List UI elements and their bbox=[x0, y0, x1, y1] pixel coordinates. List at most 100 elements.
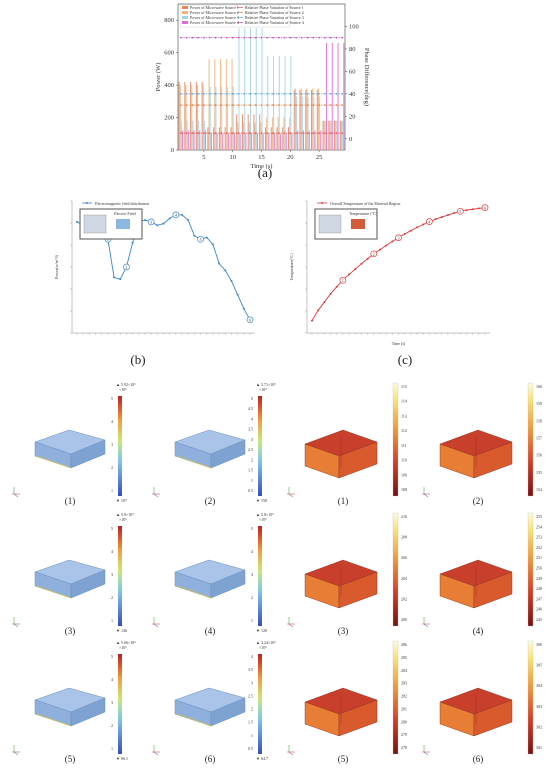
data-point bbox=[323, 301, 326, 304]
em-field-block bbox=[34, 559, 106, 599]
phase-point bbox=[266, 104, 269, 106]
bar-source4 bbox=[320, 130, 322, 150]
block-right bbox=[338, 441, 378, 479]
bar-source4 bbox=[205, 130, 207, 150]
x-tick-label: 15 bbox=[258, 154, 265, 161]
data-point bbox=[236, 293, 239, 296]
marker-label: 4 bbox=[175, 213, 177, 218]
bar-source3 bbox=[180, 120, 182, 150]
phase-point bbox=[203, 104, 205, 106]
y-axis-label: Power (W) bbox=[155, 63, 162, 92]
bar-source2 bbox=[289, 117, 291, 150]
colorbar-tick: 1.5 bbox=[248, 720, 253, 725]
colorbar-tick: 282 bbox=[401, 694, 407, 699]
phase-point bbox=[301, 132, 303, 134]
legend-entry: Overall Temperature of the Material Regi… bbox=[330, 201, 400, 206]
phase-point bbox=[231, 36, 234, 39]
inset-model-image bbox=[318, 214, 342, 234]
data-point bbox=[181, 213, 184, 216]
phase-point bbox=[324, 104, 326, 106]
bar-source4 bbox=[343, 42, 345, 150]
bar-source3 bbox=[226, 86, 228, 150]
phase-point bbox=[260, 93, 263, 95]
bar-source2 bbox=[243, 122, 245, 150]
legend-swatch bbox=[182, 6, 188, 9]
colorbar-tick: 286 bbox=[401, 642, 407, 647]
block-right bbox=[210, 697, 246, 727]
plot-svg: ▲ 5.92×10⁵×10⁵ ▼ 107 5 4 3 2 1 bbox=[12, 382, 136, 503]
colorbar-tick: 2 bbox=[111, 465, 113, 470]
phase-point bbox=[191, 93, 194, 95]
em-plot-3: ▲ 5.9×10⁵ ×10⁵ ▼ 146 5 4 3 2 1 (3) bbox=[0, 508, 140, 636]
colorbar-min: ▼ 107 bbox=[116, 498, 127, 503]
colorbar bbox=[527, 512, 534, 627]
colorbar-tick: 5 bbox=[111, 396, 113, 401]
phase-point bbox=[272, 104, 274, 106]
colorbar-tick: 5 bbox=[251, 526, 253, 531]
phase-point bbox=[203, 132, 205, 134]
marker-label: 1 bbox=[107, 237, 109, 242]
colorbar-tick: 3 bbox=[111, 700, 113, 705]
colorbar-tick: 2 bbox=[251, 595, 253, 600]
em-field-block bbox=[174, 687, 246, 727]
x-tick-label: 10 bbox=[229, 154, 236, 161]
block-right bbox=[338, 699, 378, 737]
bar-source3 bbox=[296, 96, 298, 150]
colorbar bbox=[392, 640, 399, 755]
sub-panel-label: (4) bbox=[472, 626, 484, 636]
plot-svg: 306 305 304 303 302 301 bbox=[422, 640, 542, 756]
block-right bbox=[70, 569, 106, 599]
panel-label-c: (c) bbox=[397, 352, 413, 367]
axis-z-icon bbox=[153, 623, 159, 628]
bar-source2 bbox=[214, 59, 216, 150]
colorbar-tick: 200 bbox=[401, 617, 407, 622]
phase-point bbox=[272, 36, 274, 39]
phase-point bbox=[335, 104, 338, 106]
phase-point bbox=[220, 132, 222, 134]
colorbar-exponent: ×10⁵ bbox=[119, 517, 127, 522]
y2-tick-label: 80 bbox=[349, 46, 356, 53]
colorbar-tick: 204 bbox=[401, 576, 407, 581]
bar-source4 bbox=[308, 130, 310, 150]
colorbar-tick: 154 bbox=[536, 487, 542, 492]
data-point bbox=[119, 278, 122, 281]
bar-source3 bbox=[342, 120, 344, 150]
bar-source2 bbox=[260, 122, 262, 150]
axis-z-icon bbox=[288, 751, 294, 756]
bar-source1 bbox=[334, 120, 336, 150]
colorbar-tick: 5 bbox=[251, 396, 253, 401]
block-right bbox=[473, 441, 513, 479]
marker-circle bbox=[197, 235, 204, 243]
sub-panel-label: (1) bbox=[337, 496, 349, 506]
colorbar-tick: 0.5 bbox=[248, 746, 253, 751]
phase-point bbox=[312, 93, 315, 95]
sub-panel-label: (3) bbox=[337, 626, 349, 636]
phase-point bbox=[243, 36, 246, 39]
colorbar-tick: 114 bbox=[401, 399, 407, 404]
colorbar-tick: 303 bbox=[536, 704, 542, 709]
colorbar-max: ▲ 5.71×10⁵ bbox=[256, 382, 276, 387]
bar-source1 bbox=[241, 114, 243, 150]
y-tick-label: 800 bbox=[164, 17, 174, 24]
phase-point bbox=[197, 36, 199, 39]
colorbar-tick: 3 bbox=[251, 437, 253, 442]
block-edge bbox=[176, 585, 212, 599]
data-point bbox=[335, 285, 338, 288]
bar-source2 bbox=[329, 120, 331, 150]
bar-source2 bbox=[312, 88, 314, 150]
marker-label: 5 bbox=[459, 209, 461, 214]
bar-source3 bbox=[301, 96, 303, 150]
colorbar-tick: 247 bbox=[536, 596, 542, 601]
phase-point bbox=[301, 93, 303, 95]
phase-point bbox=[289, 93, 292, 95]
phase-point bbox=[341, 132, 343, 134]
bar-source3 bbox=[324, 120, 326, 150]
colorbar-max: ▲ 5.66×10⁵ bbox=[116, 640, 136, 645]
phase-point bbox=[191, 36, 194, 39]
x-tick-label: 5 bbox=[202, 154, 205, 161]
phase-point bbox=[231, 93, 234, 95]
bar-source3 bbox=[267, 55, 269, 150]
temp-plot-2: 160 159 158 157 156 155 154 (2) bbox=[410, 378, 550, 506]
legend-swatch bbox=[182, 16, 188, 19]
